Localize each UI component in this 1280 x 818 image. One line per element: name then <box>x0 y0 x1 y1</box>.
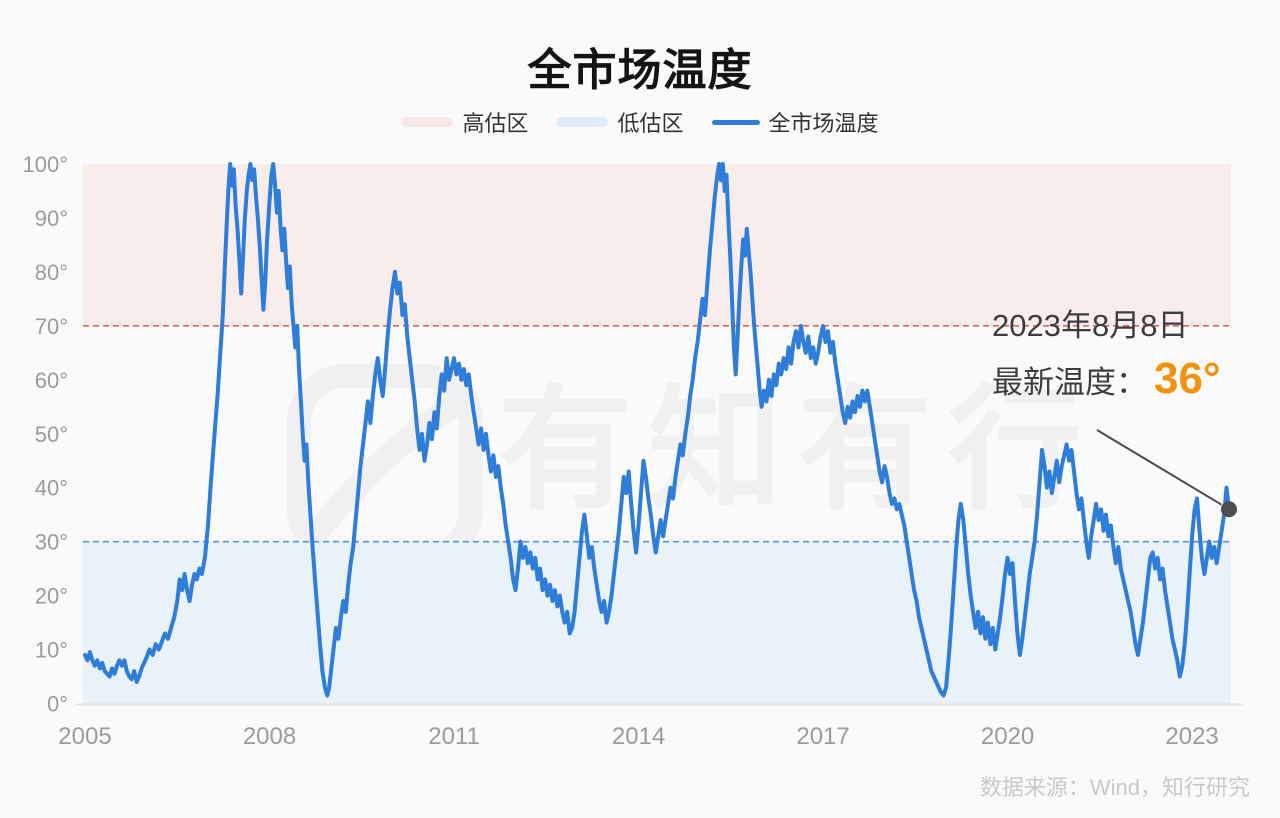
y-tick-label: 30° <box>35 530 68 555</box>
page-title: 全市场温度 <box>527 46 753 95</box>
y-tick-label: 10° <box>35 638 68 663</box>
y-tick-label: 0° <box>47 692 68 717</box>
legend-label-undervalued: 低估区 <box>617 111 684 136</box>
temperature-line <box>83 162 1231 698</box>
legend-item-market-temperature[interactable]: 全市场温度 <box>711 106 879 138</box>
latest-temperature-annotation: 最新温度： 36° <box>992 354 1221 404</box>
latest-temperature-label: 最新温度： <box>992 365 1147 400</box>
undervalued-band <box>83 541 1231 704</box>
y-tick-label: 50° <box>35 422 68 447</box>
watermark-logo-swoosh-icon <box>299 388 476 552</box>
y-tick-label: 40° <box>35 476 68 501</box>
data-source-note: 数据来源：Wind，知行研究 <box>979 775 1250 800</box>
legend-item-undervalued-zone[interactable]: 低估区 <box>556 106 684 138</box>
x-tick-label: 2017 <box>796 723 849 750</box>
y-tick-label: 80° <box>35 260 68 285</box>
legend-label-overvalued: 高估区 <box>462 111 529 136</box>
legend-item-overvalued-zone[interactable]: 高估区 <box>401 106 528 138</box>
y-tick-label: 90° <box>35 206 68 231</box>
temperature-line-swatch-icon <box>711 119 760 125</box>
watermark-text: 有知有行 <box>498 376 1098 525</box>
y-tick-label: 100° <box>22 152 68 177</box>
x-tick-label: 2011 <box>428 723 480 750</box>
annotation-pointer-line <box>1096 429 1223 506</box>
x-tick-label: 2005 <box>58 723 111 750</box>
annotation-date: 2023年8月8日 <box>992 308 1189 343</box>
overvalued-zone-swatch-icon <box>401 117 454 127</box>
chart-legend: 高估区 低估区 全市场温度 <box>0 106 1280 138</box>
x-tick-label: 2020 <box>981 723 1034 750</box>
x-tick-label: 2008 <box>243 723 296 750</box>
watermark: 有知有行 <box>287 364 1098 568</box>
x-tick-label: 2014 <box>612 723 665 750</box>
y-tick-label: 70° <box>35 314 68 339</box>
legend-label-temperature: 全市场温度 <box>768 111 879 136</box>
latest-point-dot <box>1221 501 1237 518</box>
y-tick-label: 60° <box>35 368 68 393</box>
x-tick-label: 2023 <box>1165 723 1218 750</box>
undervalued-zone-swatch-icon <box>556 117 609 127</box>
y-tick-label: 20° <box>35 584 68 609</box>
latest-temperature-value: 36° <box>1154 354 1221 403</box>
